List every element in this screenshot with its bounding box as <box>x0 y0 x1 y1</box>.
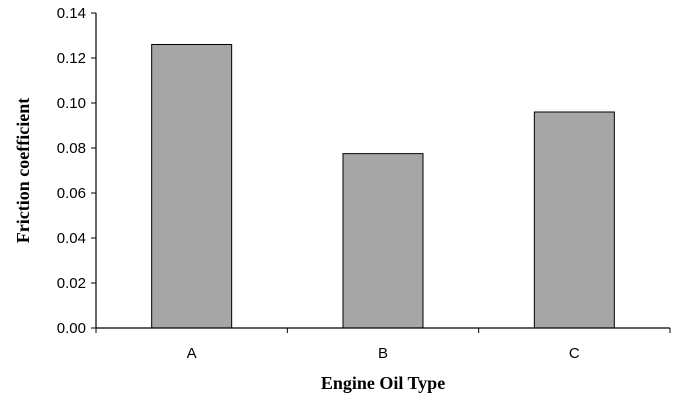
y-tick-label: 0.10 <box>57 95 86 112</box>
x-axis-title: Engine Oil Type <box>321 373 445 393</box>
bar-a <box>151 44 233 329</box>
y-tick-label: 0.06 <box>57 185 86 202</box>
y-tick-label: 0.00 <box>57 320 86 337</box>
bar-c <box>533 111 615 329</box>
y-tick-label: 0.02 <box>57 275 86 292</box>
bars-group <box>151 44 615 329</box>
y-tick-label: 0.04 <box>57 230 86 247</box>
y-tick-label: 0.14 <box>57 5 86 22</box>
y-axis-title: Friction coefficient <box>13 98 33 243</box>
x-tick-label-a: A <box>187 345 197 362</box>
y-ticks-group: 0.00 0.02 0.04 0.06 0.08 0.10 0.12 0.14 <box>57 5 96 337</box>
x-ticks-group: A B C <box>95 328 671 362</box>
y-tick-label: 0.08 <box>57 140 86 157</box>
x-tick-label-c: C <box>569 345 580 362</box>
bar-b <box>342 153 424 329</box>
x-tick-label-b: B <box>378 345 388 362</box>
y-tick-label: 0.12 <box>57 50 86 67</box>
